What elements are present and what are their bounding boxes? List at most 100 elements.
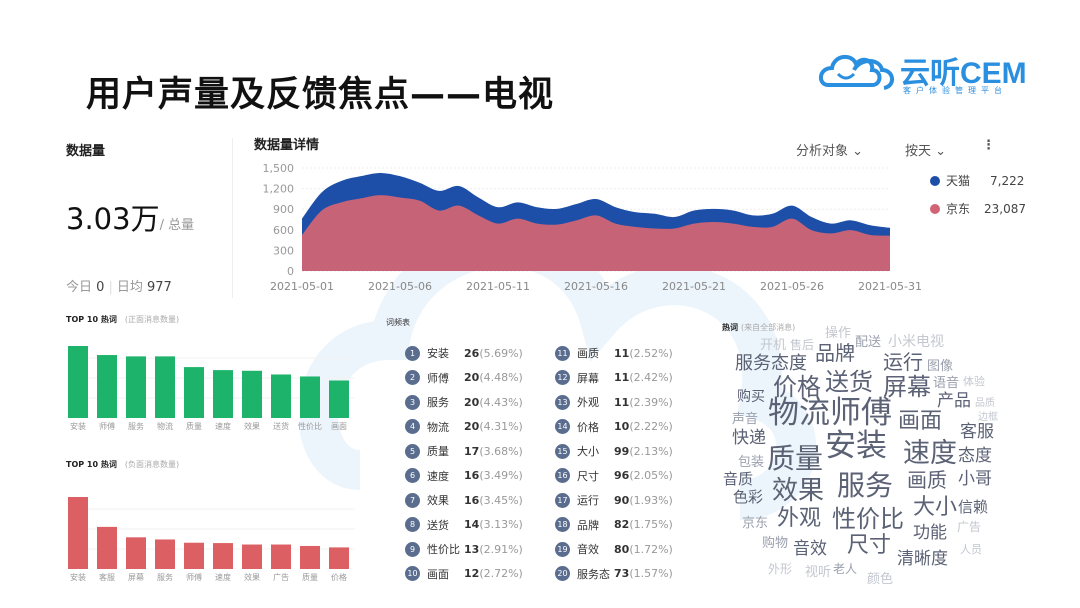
cloud-word[interactable]: 服务	[837, 469, 894, 502]
count: 11	[614, 371, 630, 384]
cloud-word[interactable]: 尺寸	[847, 533, 892, 558]
analysis-object-dropdown[interactable]: 分析对象 ⌄	[796, 144, 864, 159]
cloud-word[interactable]: 配送	[855, 334, 882, 350]
cloud-word[interactable]: 老人	[833, 562, 858, 576]
total-volume: 3.03万/ 总量	[66, 202, 195, 236]
cloud-word[interactable]: 外观	[777, 506, 822, 531]
logo-name: 云听CEM	[900, 57, 1027, 90]
bar[interactable]	[184, 367, 204, 418]
percent: (4.43%)	[479, 395, 523, 409]
word: 速度	[427, 469, 449, 483]
cloud-word[interactable]: 运行	[883, 350, 923, 374]
cloud-word[interactable]: 服务态度	[735, 353, 807, 374]
wordfreq-row: 4 物流 20 (4.31%)	[405, 417, 523, 437]
bar[interactable]	[242, 544, 262, 569]
bar[interactable]	[97, 355, 117, 418]
cloud-word[interactable]: 购物	[762, 535, 789, 551]
cloud-word[interactable]: 安装	[825, 427, 887, 464]
cloud-word[interactable]: 音质	[723, 469, 754, 488]
cloud-word[interactable]: 广告	[957, 520, 982, 534]
cloud-word[interactable]: 语音	[933, 375, 960, 391]
cloud-word[interactable]: 操作	[825, 325, 852, 341]
cloud-word[interactable]: 清晰度	[897, 548, 948, 569]
cloud-word[interactable]: 颜色	[867, 571, 894, 587]
cloud-word[interactable]: 边框	[978, 412, 998, 423]
cloud-word[interactable]: 画面	[898, 409, 943, 434]
period-dropdown[interactable]: 按天 ⌄	[905, 144, 947, 159]
word-frequency-table: 1 安装 26 (5.69%) 2 师傅 20 (4.48%) 3 服务 20 (4.43%) 4 物流 2…	[405, 343, 705, 593]
bar[interactable]	[184, 542, 204, 569]
count: 20	[464, 420, 480, 433]
cloud-word[interactable]: 音效	[793, 538, 827, 559]
cloud-word[interactable]: 图像	[927, 358, 954, 374]
cloud-word[interactable]: 物流师傅	[768, 394, 892, 431]
cloud-word[interactable]: 客服	[960, 421, 994, 442]
cloud-word[interactable]: 质量	[767, 442, 824, 475]
bar[interactable]	[242, 370, 262, 418]
cloud-word[interactable]: 声音	[732, 411, 759, 427]
percent: (1.57%)	[629, 567, 673, 580]
x-tick-label: 2021-05-26	[760, 280, 824, 293]
cloud-word[interactable]: 态度	[958, 445, 992, 466]
bar[interactable]	[329, 380, 349, 418]
category-label: 安装	[70, 572, 86, 582]
cloud-word[interactable]: 送货	[825, 368, 873, 396]
x-tick-label: 2021-05-06	[368, 280, 432, 293]
cloud-word[interactable]: 小米电视	[888, 334, 944, 350]
bar[interactable]	[271, 544, 291, 569]
cloud-word[interactable]: 外形	[768, 562, 793, 576]
bar[interactable]	[213, 543, 233, 569]
bar[interactable]	[300, 545, 320, 569]
bar[interactable]	[155, 356, 175, 418]
word: 服务态	[577, 567, 610, 581]
cloud-word[interactable]: 京东	[742, 515, 769, 531]
word: 师傅	[427, 371, 449, 385]
cloud-word[interactable]: 售后	[790, 338, 815, 352]
bar[interactable]	[271, 374, 291, 418]
cloud-word[interactable]: 人员	[960, 542, 982, 556]
legend-jd[interactable]: 京东 23,087	[930, 200, 1026, 217]
cloud-word[interactable]: 性价比	[832, 505, 904, 533]
cloud-word[interactable]: 购买	[737, 389, 765, 405]
bar[interactable]	[68, 346, 88, 418]
cloud-word[interactable]: 色彩	[733, 487, 764, 506]
count: 14	[464, 518, 480, 531]
bar[interactable]	[126, 537, 146, 569]
cloud-word[interactable]: 大小	[913, 495, 958, 520]
cloud-word[interactable]: 产品	[937, 390, 971, 411]
daily-stats: 今日 0 | 日均 977	[66, 280, 172, 295]
cloud-word[interactable]: 体验	[963, 374, 985, 388]
word: 服务	[427, 396, 449, 409]
bar[interactable]	[300, 376, 320, 418]
x-tick-label: 2021-05-31	[858, 280, 922, 293]
word: 画面	[427, 567, 449, 581]
cloud-word[interactable]: 视听	[805, 564, 832, 580]
wordfreq-row: 13 外观 11 (2.39%)	[555, 392, 673, 412]
cloud-word[interactable]: 品牌	[815, 341, 855, 365]
cloud-word[interactable]: 包装	[738, 454, 765, 470]
bar[interactable]	[97, 526, 117, 569]
bar[interactable]	[155, 539, 175, 569]
cloud-word[interactable]: 速度	[903, 437, 957, 469]
bar[interactable]	[68, 497, 88, 569]
y-tick-label: 900	[273, 203, 294, 216]
cloud-word[interactable]: 小哥	[958, 468, 992, 489]
percent: (2.91%)	[479, 542, 523, 556]
volume-area-chart: 0 300 600 900 1,200 1,500 2021-05-01 2021-05-06…	[263, 162, 922, 293]
percent: (1.75%)	[629, 518, 673, 531]
cloud-word[interactable]: 价格	[773, 373, 821, 401]
percent: (2.22%)	[629, 420, 673, 433]
cloud-word[interactable]: 画质	[907, 468, 947, 492]
bar[interactable]	[329, 547, 349, 569]
bar[interactable]	[126, 356, 146, 418]
cloud-word[interactable]: 开机	[760, 337, 787, 353]
more-menu-button[interactable]: ⋮	[982, 138, 995, 153]
cloud-word[interactable]: 屏幕	[883, 373, 931, 401]
cloud-word[interactable]: 功能	[913, 522, 947, 543]
cloud-word[interactable]: 信赖	[958, 497, 989, 516]
bar[interactable]	[213, 370, 233, 418]
cloud-word[interactable]: 效果	[772, 476, 825, 506]
cloud-word[interactable]: 品质	[975, 398, 995, 409]
legend-tmall[interactable]: 天猫 7,222	[930, 172, 1024, 189]
cloud-word[interactable]: 快递	[732, 427, 766, 448]
